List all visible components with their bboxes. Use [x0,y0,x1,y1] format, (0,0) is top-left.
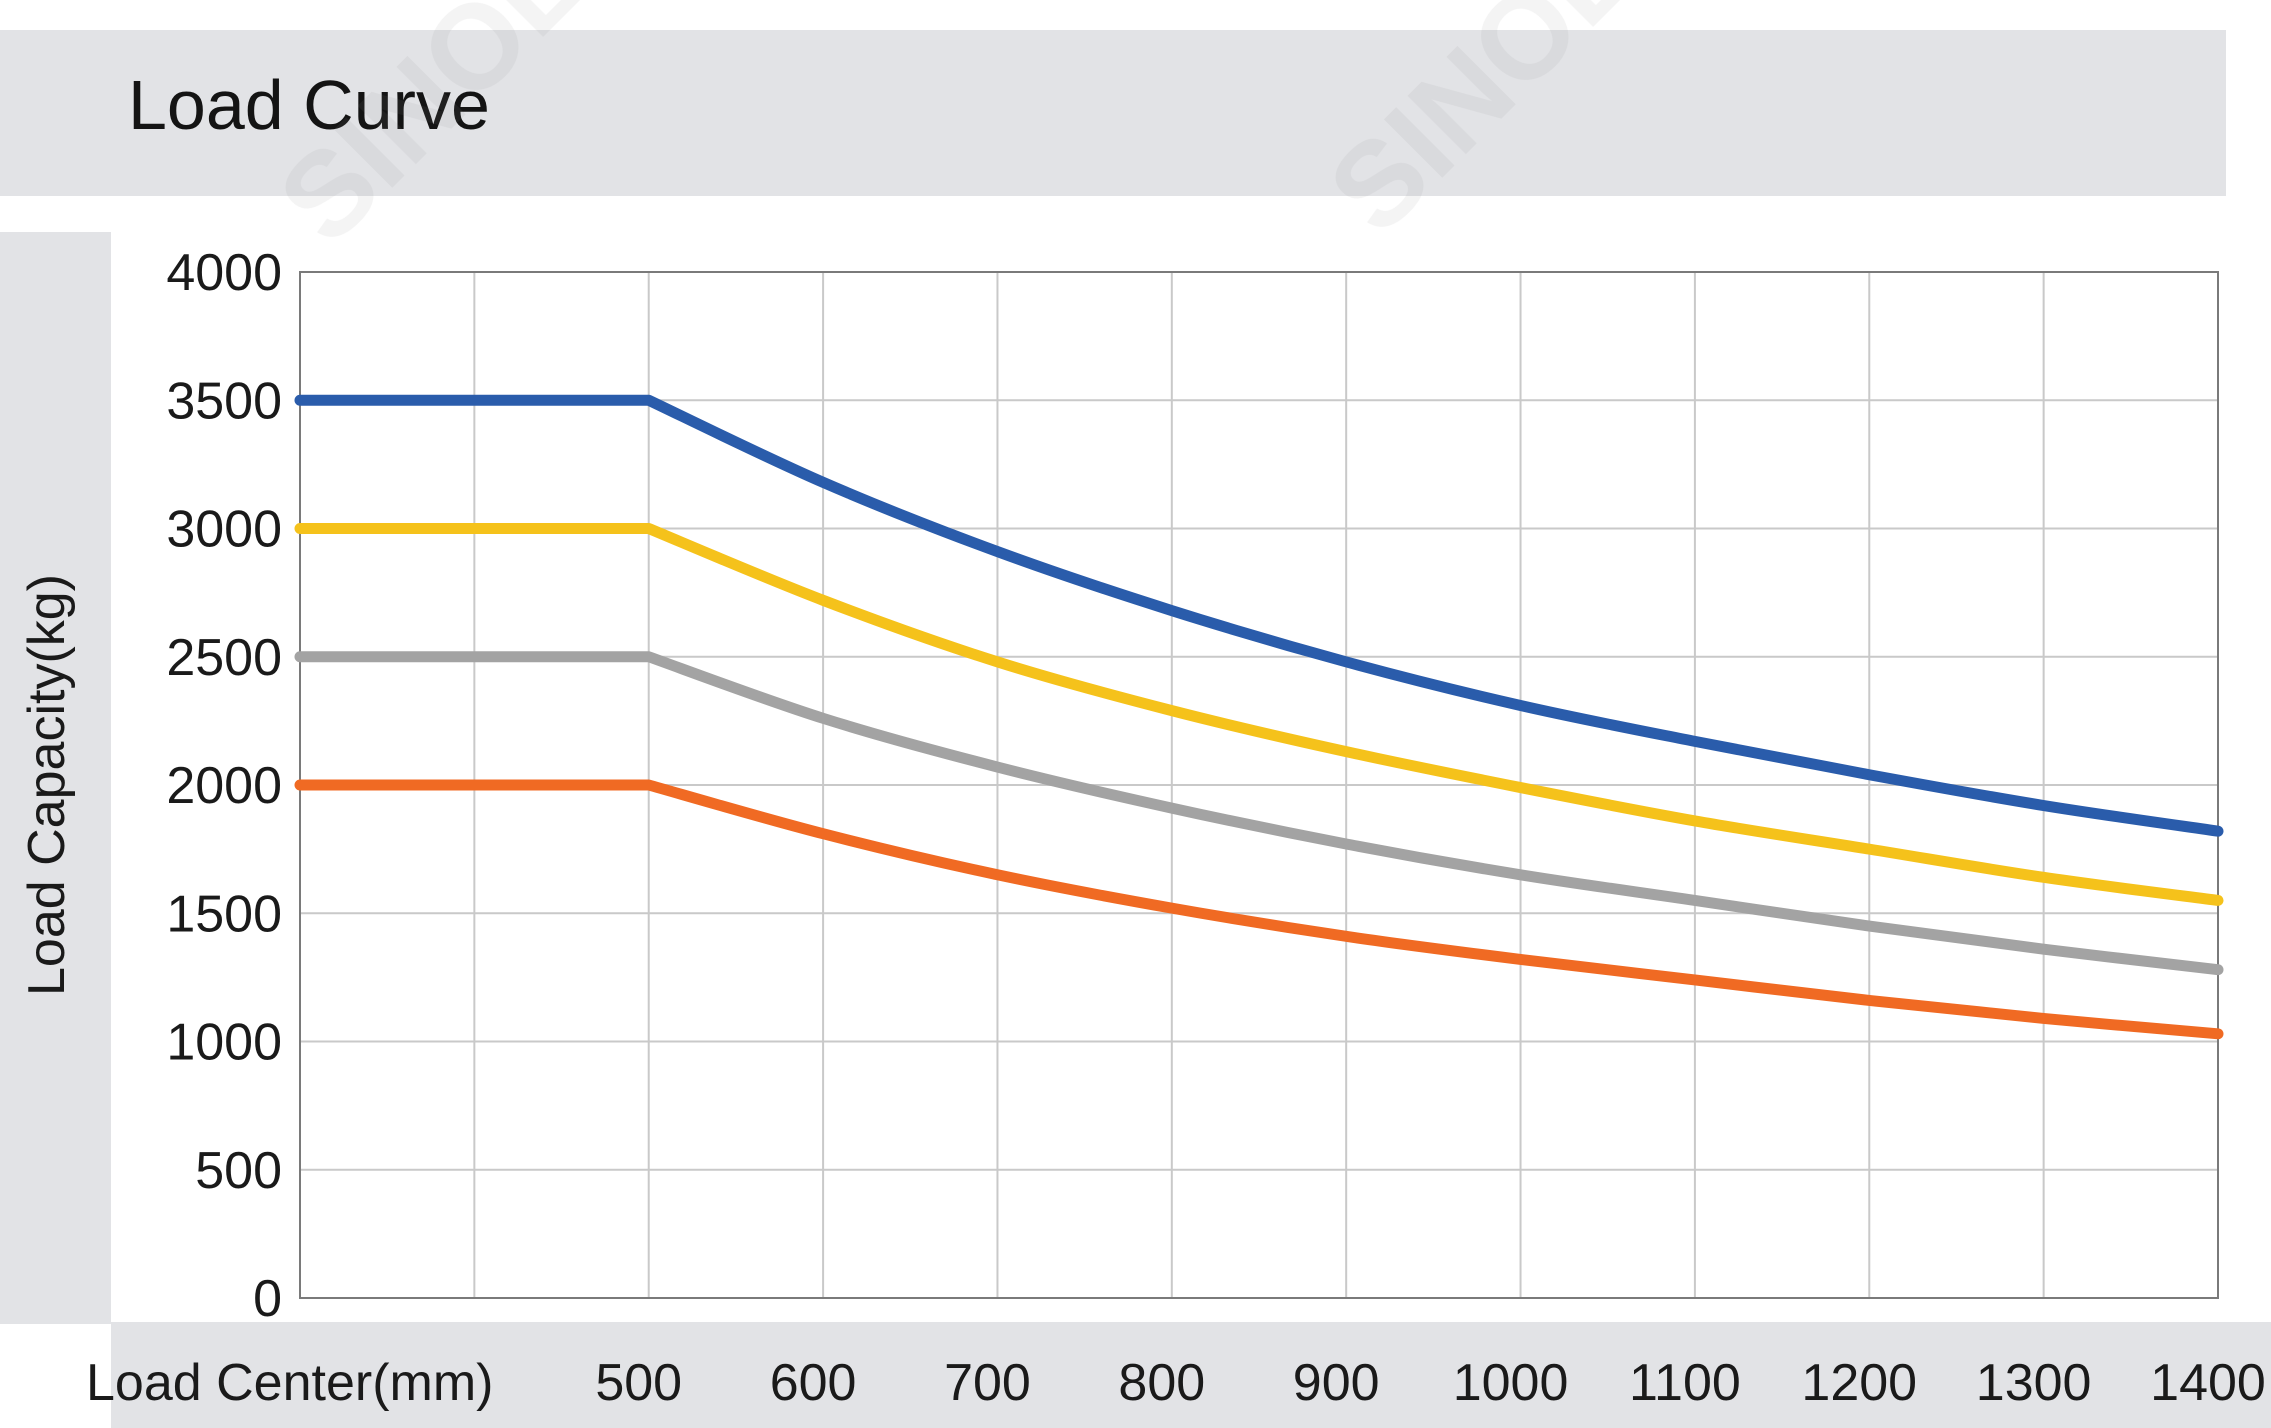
grid [299,271,2219,1299]
y-tick-label: 1000 [166,1014,282,1072]
series-line-2 [294,523,2224,906]
y-tick-labels: 0 500 1000 1500 2000 2500 3000 3500 4000 [166,244,282,1328]
y-axis-band [0,232,111,1324]
y-tick-label: 4000 [166,244,282,302]
x-tick-label: 500 [595,1354,682,1412]
y-tick-label: 500 [195,1142,282,1200]
svg-text:SINOLIFT: SINOLIFT [254,0,735,268]
series-line-4 [294,779,2224,1040]
x-tick-label: 800 [1118,1354,1205,1412]
y-tick-label: 3500 [166,372,282,430]
x-tick-label: 900 [1293,1354,1380,1412]
y-tick-label: 2500 [166,629,282,687]
x-tick-label: 1400 [2150,1354,2266,1412]
chart-title: Load Curve [128,66,490,144]
y-tick-label: 0 [253,1270,282,1328]
y-axis-label: Load Capacity(kg) [18,574,76,996]
svg-text:SINOLIFT: SINOLIFT [1304,0,1785,258]
x-tick-label: 1300 [1976,1354,2092,1412]
x-tick-label: 600 [770,1354,857,1412]
y-tick-label: 3000 [166,501,282,559]
series-line-1 [294,394,2224,837]
y-tick-label: 1500 [166,885,282,943]
x-tick-labels: 500 600 700 800 900 1000 1100 1200 1300 1400 [595,1354,2265,1412]
series-line-3 [294,651,2224,976]
x-axis-label: Load Center(mm) [86,1354,493,1412]
x-tick-label: 1200 [1801,1354,1917,1412]
x-tick-label: 1000 [1453,1354,1569,1412]
x-tick-label: 1100 [1629,1354,1741,1412]
x-axis-band [111,1322,2271,1428]
y-tick-label: 2000 [166,757,282,815]
series-lines [294,394,2224,1040]
x-tick-label: 700 [944,1354,1031,1412]
title-band [0,30,2226,196]
